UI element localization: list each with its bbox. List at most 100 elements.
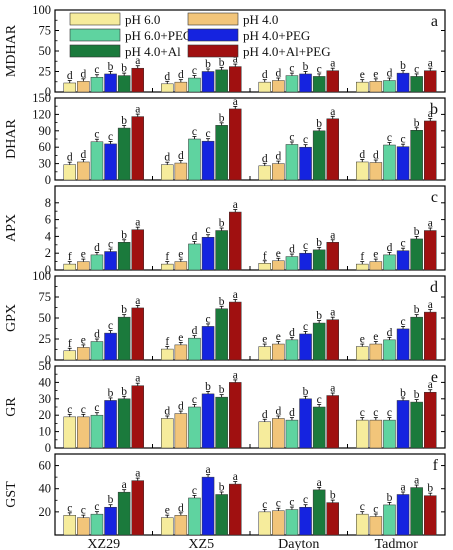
bar <box>90 513 104 536</box>
bar <box>285 339 299 361</box>
bar <box>369 81 383 93</box>
y-tick-label: 30 <box>39 392 52 406</box>
bar <box>410 76 423 93</box>
significance-letter: c <box>400 238 405 250</box>
significance-letter: e <box>178 332 183 344</box>
significance-letter: e <box>373 249 378 261</box>
y-tick-label: 0 <box>45 353 51 367</box>
significance-letter: b <box>121 229 127 241</box>
significance-letter: c <box>317 63 322 75</box>
y-tick-label: 0 <box>45 263 51 277</box>
significance-letter: b <box>303 61 309 73</box>
bar <box>258 263 271 271</box>
significance-letter: d <box>262 69 268 81</box>
significance-letter: e <box>373 68 378 80</box>
significance-letter: c <box>94 501 99 513</box>
bar <box>229 211 242 271</box>
significance-letter: a <box>233 199 238 211</box>
legend-item: pH 4.0+PEG <box>187 28 310 43</box>
significance-letter: d <box>80 68 86 80</box>
significance-letter: b <box>330 490 336 502</box>
bar <box>299 252 312 271</box>
significance-letter: b <box>219 482 225 494</box>
significance-letter: d <box>359 149 365 161</box>
bar <box>174 162 188 181</box>
significance-letter: d <box>275 68 281 80</box>
significance-letter: b <box>121 386 127 398</box>
legend-swatch <box>69 28 121 42</box>
significance-letter: b <box>121 115 127 127</box>
y-tick-label: 50 <box>39 44 52 58</box>
significance-letter: d <box>373 150 379 162</box>
bar <box>272 510 285 536</box>
legend-label: pH 4.0 <box>243 12 278 27</box>
legend-item: pH 4.0+Al <box>69 44 181 59</box>
bar <box>424 70 437 93</box>
bar <box>312 322 326 361</box>
significance-letter: a <box>233 54 238 66</box>
y-tick-label: 60 <box>39 140 52 154</box>
significance-letter: c <box>67 502 72 514</box>
panel-letter: c <box>431 189 438 206</box>
legend-swatch <box>69 44 121 58</box>
bar <box>272 163 285 181</box>
significance-letter: c <box>303 134 308 146</box>
bar <box>424 230 437 271</box>
significance-letter: a <box>122 479 127 491</box>
legend-label: pH 6.0+PEG <box>125 28 192 43</box>
significance-letter: a <box>330 383 335 395</box>
significance-letter: b <box>316 118 322 130</box>
legend-swatch <box>187 12 239 26</box>
bar <box>161 348 174 361</box>
significance-letter: a <box>400 482 405 494</box>
y-tick-label: 100 <box>32 3 51 17</box>
bar <box>117 316 131 361</box>
y-tick-label: 6 <box>45 213 51 227</box>
legend-label: pH 4.0+Al <box>125 44 181 59</box>
y-tick-label: 0 <box>45 85 51 99</box>
significance-letter: c <box>108 320 113 332</box>
bar <box>174 515 188 536</box>
bar <box>383 80 396 93</box>
significance-letter: e <box>178 249 183 261</box>
bar <box>383 254 396 271</box>
significance-letter: d <box>164 405 170 417</box>
significance-letter: d <box>67 152 73 164</box>
y-axis-label: GST <box>4 481 19 508</box>
bar <box>215 69 228 93</box>
bar <box>410 130 423 181</box>
bar <box>104 506 117 536</box>
panel-letter: f <box>433 457 439 474</box>
significance-letter: d <box>289 407 295 419</box>
x-category-label: XZ5 <box>188 537 214 550</box>
bar <box>396 72 410 93</box>
bar <box>77 416 90 449</box>
significance-letter: d <box>289 244 295 256</box>
bar <box>312 406 326 449</box>
bar <box>410 487 423 536</box>
significance-letter: e <box>262 334 267 346</box>
y-tick-label: 50 <box>39 311 52 325</box>
bar <box>131 67 144 93</box>
significance-letter: d <box>80 149 86 161</box>
significance-letter: e <box>81 249 86 261</box>
bar <box>312 76 326 93</box>
x-category-label: Tadmor <box>375 537 419 550</box>
bar <box>215 494 228 536</box>
bar <box>117 398 131 449</box>
bar <box>104 400 117 449</box>
bar <box>396 328 410 361</box>
bar <box>63 515 76 536</box>
significance-letter: c <box>94 129 99 141</box>
significance-letter: c <box>108 131 113 143</box>
bar <box>326 118 339 181</box>
bar <box>326 319 339 361</box>
significance-letter: d <box>262 153 268 165</box>
significance-letter: b <box>414 304 420 316</box>
bar <box>161 164 174 181</box>
bar <box>369 162 383 181</box>
y-tick-label: 50 <box>39 359 52 373</box>
